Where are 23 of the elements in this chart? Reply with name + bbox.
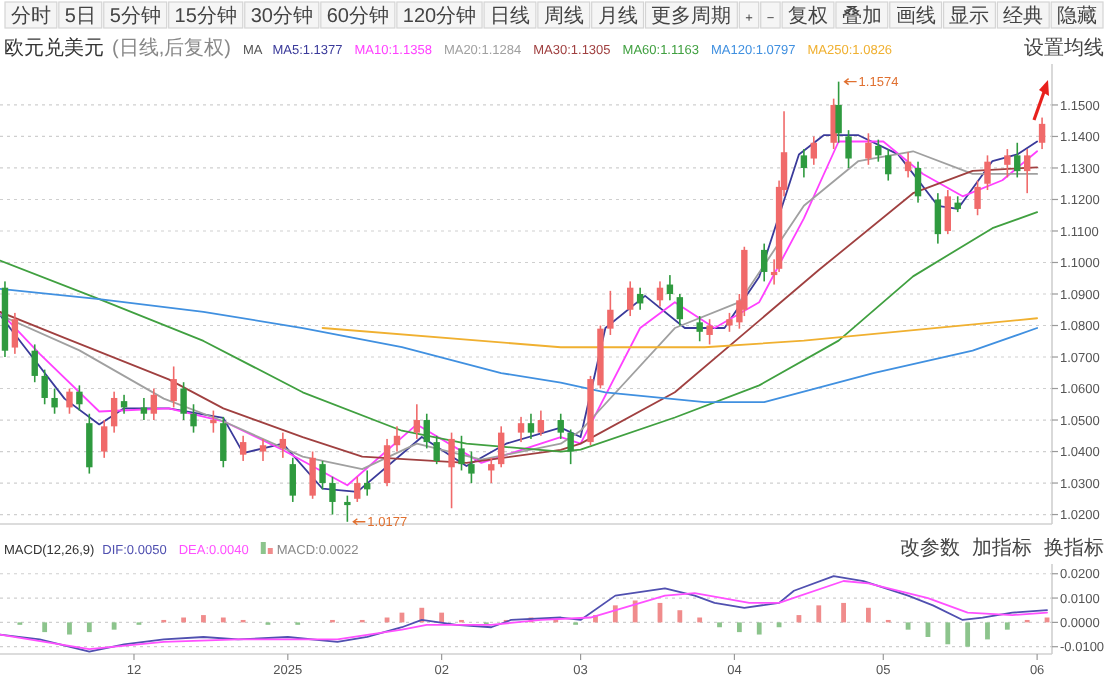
text: 120分钟	[402, 4, 477, 28]
text: 更多周期	[651, 4, 732, 28]
text: 30分钟	[250, 4, 313, 28]
text: 显示	[949, 6, 990, 28]
text: 设置均线	[1024, 36, 1104, 60]
text: 改参数	[900, 536, 960, 560]
text: 换指标	[1044, 536, 1104, 560]
text: 经典	[1003, 4, 1044, 28]
chart-title: 欧元兑美元	[4, 36, 104, 60]
text: 日线	[489, 4, 530, 28]
text: 隐藏	[1057, 4, 1098, 28]
text: 复权	[788, 4, 829, 28]
text: 周线	[543, 4, 584, 28]
text: 5日	[64, 6, 96, 28]
text: 60分钟	[326, 4, 389, 28]
text: 叠加	[841, 4, 882, 28]
text: 分时	[10, 4, 51, 28]
text: 5分钟	[109, 4, 161, 28]
text: 加指标	[972, 536, 1032, 560]
text: 画线	[895, 4, 936, 28]
text: 月线	[597, 4, 638, 28]
text: 15分钟	[174, 4, 237, 28]
chart-subtitle: (日线,后复权)	[112, 36, 231, 60]
